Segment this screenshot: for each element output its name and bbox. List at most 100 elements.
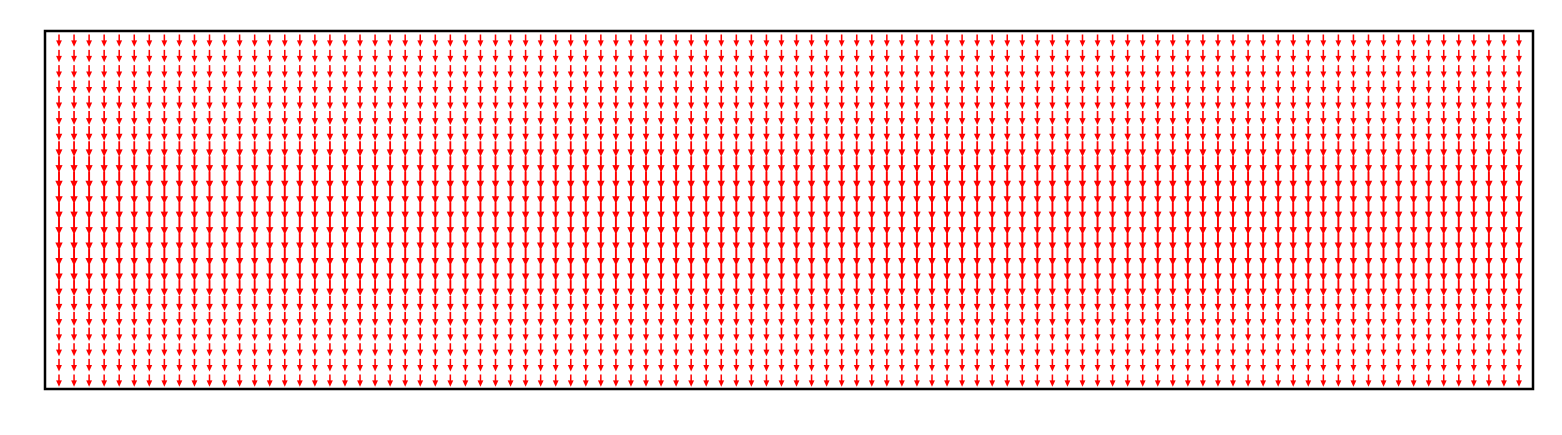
quiver-arrow — [883, 280, 890, 296]
quiver-arrow — [883, 141, 890, 156]
quiver-arrow — [1441, 65, 1447, 78]
quiver-arrow — [1426, 359, 1432, 372]
quiver-arrow — [597, 264, 604, 281]
quiver-arrow — [703, 111, 709, 125]
quiver-arrow — [386, 187, 393, 204]
quiver-arrow — [267, 111, 273, 125]
quiver-arrow — [1229, 218, 1236, 235]
quiver-arrow — [523, 80, 529, 93]
quiver-arrow — [958, 218, 965, 235]
quiver-arrow — [447, 156, 454, 172]
quiver-arrow — [974, 312, 980, 326]
quiver-arrow — [1229, 171, 1236, 188]
quiver-arrow — [1395, 233, 1402, 250]
quiver-arrow — [417, 280, 424, 296]
quiver-arrow — [402, 156, 409, 172]
quiver-arrow — [794, 374, 800, 386]
quiver-arrow — [1411, 343, 1417, 356]
quiver-arrow — [1260, 343, 1266, 356]
quiver-arrow — [1260, 50, 1266, 62]
quiver-arrow — [297, 126, 304, 141]
quiver-arrow — [613, 343, 619, 356]
quiver-arrow — [884, 296, 891, 311]
quiver-arrow — [146, 249, 153, 266]
quiver-arrow — [342, 296, 349, 311]
quiver-arrow — [282, 111, 288, 125]
quiver-arrow — [929, 80, 935, 93]
quiver-arrow — [312, 96, 318, 109]
quiver-arrow — [809, 359, 815, 372]
quiver-arrow — [116, 34, 122, 46]
quiver-arrow — [718, 187, 725, 204]
quiver-arrow — [71, 50, 77, 62]
quiver-arrow — [146, 171, 153, 188]
quiver-arrow — [839, 359, 845, 372]
quiver-arrow — [1516, 96, 1522, 109]
quiver-arrow — [447, 187, 454, 204]
quiver-arrow — [974, 141, 981, 156]
quiver-arrow — [432, 65, 438, 78]
quiver-arrow — [763, 141, 770, 156]
quiver-arrow — [70, 218, 77, 235]
quiver-arrow — [1185, 312, 1191, 326]
quiver-arrow — [657, 202, 664, 219]
quiver-arrow — [1109, 218, 1116, 235]
quiver-arrow — [537, 202, 544, 219]
quiver-arrow — [1049, 359, 1055, 372]
quiver-arrow — [959, 141, 966, 156]
quiver-arrow — [1245, 280, 1252, 296]
quiver-arrow — [794, 343, 800, 356]
quiver-arrow — [1079, 296, 1086, 311]
quiver-arrow — [402, 50, 408, 62]
quiver-arrow — [1426, 50, 1432, 62]
quiver-arrow — [1124, 249, 1131, 266]
quiver-arrow — [311, 156, 318, 172]
quiver-arrow — [1396, 374, 1402, 386]
quiver-arrow — [1274, 233, 1281, 250]
quiver-arrow — [672, 187, 679, 204]
quiver-arrow — [161, 374, 167, 386]
quiver-arrow — [55, 187, 62, 204]
quiver-arrow — [251, 187, 258, 204]
quiver-arrow — [989, 233, 996, 250]
quiver-arrow — [1139, 218, 1146, 235]
quiver-arrow — [342, 65, 348, 78]
quiver-arrow — [56, 343, 62, 356]
quiver-arrow — [191, 171, 198, 188]
quiver-arrow — [71, 296, 78, 311]
quiver-arrow — [71, 328, 77, 341]
quiver-arrow — [733, 328, 739, 341]
quiver-arrow — [1110, 80, 1116, 93]
quiver-arrow — [507, 156, 514, 172]
quiver-arrow — [311, 202, 318, 219]
quiver-arrow — [1411, 80, 1417, 93]
quiver-arrow — [959, 359, 965, 372]
quiver-arrow — [1275, 141, 1282, 156]
quiver-arrow — [658, 50, 664, 62]
quiver-arrow — [1260, 312, 1266, 326]
quiver-arrow — [1274, 249, 1281, 266]
quiver-arrow — [417, 343, 423, 356]
quiver-arrow — [297, 96, 303, 109]
quiver-arrow — [326, 187, 333, 204]
quiver-arrow — [989, 328, 995, 341]
quiver-arrow — [628, 50, 634, 62]
quiver-arrow — [1140, 65, 1146, 78]
quiver-arrow — [1184, 218, 1191, 235]
quiver-arrow — [1381, 343, 1387, 356]
quiver-arrow — [326, 218, 333, 235]
quiver-arrow — [1065, 34, 1071, 46]
quiver-arrow — [1124, 233, 1131, 250]
quiver-arrow — [312, 80, 318, 93]
quiver-arrow — [1380, 202, 1387, 219]
quiver-arrow — [672, 264, 679, 281]
quiver-arrow — [1259, 233, 1266, 250]
quiver-arrow — [1154, 233, 1161, 250]
quiver-arrow — [1019, 50, 1025, 62]
quiver-arrow — [236, 187, 243, 204]
quiver-arrow — [1200, 50, 1206, 62]
quiver-arrow — [1470, 249, 1477, 266]
quiver-arrow — [884, 34, 890, 46]
quiver-arrow — [1019, 96, 1025, 109]
quiver-arrow — [794, 359, 800, 372]
